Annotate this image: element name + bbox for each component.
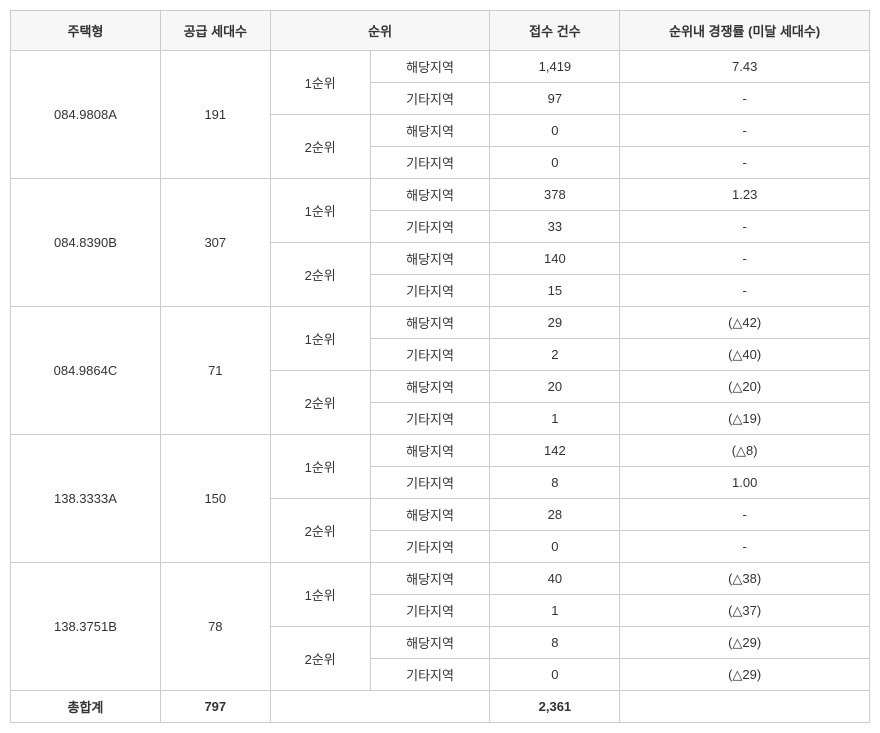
header-row: 주택형 공급 세대수 순위 접수 건수 순위내 경쟁률 (미달 세대수): [11, 11, 870, 51]
cell-region: 해당지역: [370, 499, 490, 531]
cell-competition: -: [620, 275, 870, 307]
cell-competition: (△29): [620, 659, 870, 691]
table-row: 138.3333A1501순위해당지역142(△8): [11, 435, 870, 467]
cell-competition: (△37): [620, 595, 870, 627]
housing-applications-table: 주택형 공급 세대수 순위 접수 건수 순위내 경쟁률 (미달 세대수) 084…: [10, 10, 870, 723]
footer-ratio-blank: [620, 691, 870, 723]
cell-competition: (△40): [620, 339, 870, 371]
cell-competition: -: [620, 531, 870, 563]
footer-label: 총합계: [11, 691, 161, 723]
cell-rank: 1순위: [270, 51, 370, 115]
cell-applications: 97: [490, 83, 620, 115]
header-competition: 순위내 경쟁률 (미달 세대수): [620, 11, 870, 51]
cell-region: 기타지역: [370, 467, 490, 499]
cell-competition: -: [620, 499, 870, 531]
cell-rank: 1순위: [270, 307, 370, 371]
cell-competition: (△19): [620, 403, 870, 435]
cell-competition: 1.23: [620, 179, 870, 211]
cell-region: 기타지역: [370, 659, 490, 691]
footer-rank-blank: [270, 691, 490, 723]
cell-region: 해당지역: [370, 627, 490, 659]
header-supply: 공급 세대수: [160, 11, 270, 51]
table-row: 084.9808A1911순위해당지역1,4197.43: [11, 51, 870, 83]
cell-applications: 8: [490, 467, 620, 499]
cell-rank: 2순위: [270, 627, 370, 691]
cell-region: 기타지역: [370, 339, 490, 371]
cell-region: 해당지역: [370, 179, 490, 211]
cell-applications: 1: [490, 595, 620, 627]
cell-region: 해당지역: [370, 243, 490, 275]
cell-competition: (△29): [620, 627, 870, 659]
cell-applications: 28: [490, 499, 620, 531]
table-row: 138.3751B781순위해당지역40(△38): [11, 563, 870, 595]
cell-applications: 15: [490, 275, 620, 307]
cell-region: 해당지역: [370, 371, 490, 403]
cell-supply: 71: [160, 307, 270, 435]
cell-region: 해당지역: [370, 435, 490, 467]
cell-region: 해당지역: [370, 563, 490, 595]
cell-applications: 140: [490, 243, 620, 275]
cell-rank: 1순위: [270, 179, 370, 243]
cell-housing-type: 084.9808A: [11, 51, 161, 179]
cell-supply: 150: [160, 435, 270, 563]
footer-row: 총합계 797 2,361: [11, 691, 870, 723]
cell-region: 기타지역: [370, 531, 490, 563]
cell-competition: (△8): [620, 435, 870, 467]
cell-competition: -: [620, 211, 870, 243]
cell-region: 기타지역: [370, 211, 490, 243]
cell-competition: (△38): [620, 563, 870, 595]
cell-region: 해당지역: [370, 51, 490, 83]
cell-competition: -: [620, 115, 870, 147]
table-row: 084.8390B3071순위해당지역3781.23: [11, 179, 870, 211]
cell-applications: 142: [490, 435, 620, 467]
cell-applications: 33: [490, 211, 620, 243]
cell-applications: 0: [490, 659, 620, 691]
cell-rank: 2순위: [270, 115, 370, 179]
cell-applications: 0: [490, 531, 620, 563]
cell-rank: 2순위: [270, 243, 370, 307]
cell-region: 해당지역: [370, 115, 490, 147]
cell-applications: 20: [490, 371, 620, 403]
cell-housing-type: 138.3751B: [11, 563, 161, 691]
cell-competition: -: [620, 243, 870, 275]
cell-supply: 307: [160, 179, 270, 307]
cell-competition: -: [620, 147, 870, 179]
cell-region: 기타지역: [370, 275, 490, 307]
cell-housing-type: 084.8390B: [11, 179, 161, 307]
cell-applications: 0: [490, 115, 620, 147]
cell-applications: 378: [490, 179, 620, 211]
cell-region: 해당지역: [370, 307, 490, 339]
header-applications: 접수 건수: [490, 11, 620, 51]
cell-region: 기타지역: [370, 595, 490, 627]
cell-applications: 1: [490, 403, 620, 435]
cell-competition: (△20): [620, 371, 870, 403]
cell-region: 기타지역: [370, 147, 490, 179]
cell-supply: 78: [160, 563, 270, 691]
cell-region: 기타지역: [370, 403, 490, 435]
cell-applications: 40: [490, 563, 620, 595]
cell-rank: 1순위: [270, 435, 370, 499]
table-row: 084.9864C711순위해당지역29(△42): [11, 307, 870, 339]
cell-rank: 2순위: [270, 499, 370, 563]
cell-competition: -: [620, 83, 870, 115]
cell-competition: (△42): [620, 307, 870, 339]
cell-competition: 7.43: [620, 51, 870, 83]
cell-applications: 2: [490, 339, 620, 371]
cell-applications: 29: [490, 307, 620, 339]
footer-supply-total: 797: [160, 691, 270, 723]
header-rank: 순위: [270, 11, 490, 51]
cell-housing-type: 084.9864C: [11, 307, 161, 435]
cell-region: 기타지역: [370, 83, 490, 115]
cell-rank: 1순위: [270, 563, 370, 627]
cell-rank: 2순위: [270, 371, 370, 435]
cell-housing-type: 138.3333A: [11, 435, 161, 563]
cell-competition: 1.00: [620, 467, 870, 499]
header-housing-type: 주택형: [11, 11, 161, 51]
cell-applications: 1,419: [490, 51, 620, 83]
footer-apps-total: 2,361: [490, 691, 620, 723]
cell-supply: 191: [160, 51, 270, 179]
cell-applications: 8: [490, 627, 620, 659]
cell-applications: 0: [490, 147, 620, 179]
